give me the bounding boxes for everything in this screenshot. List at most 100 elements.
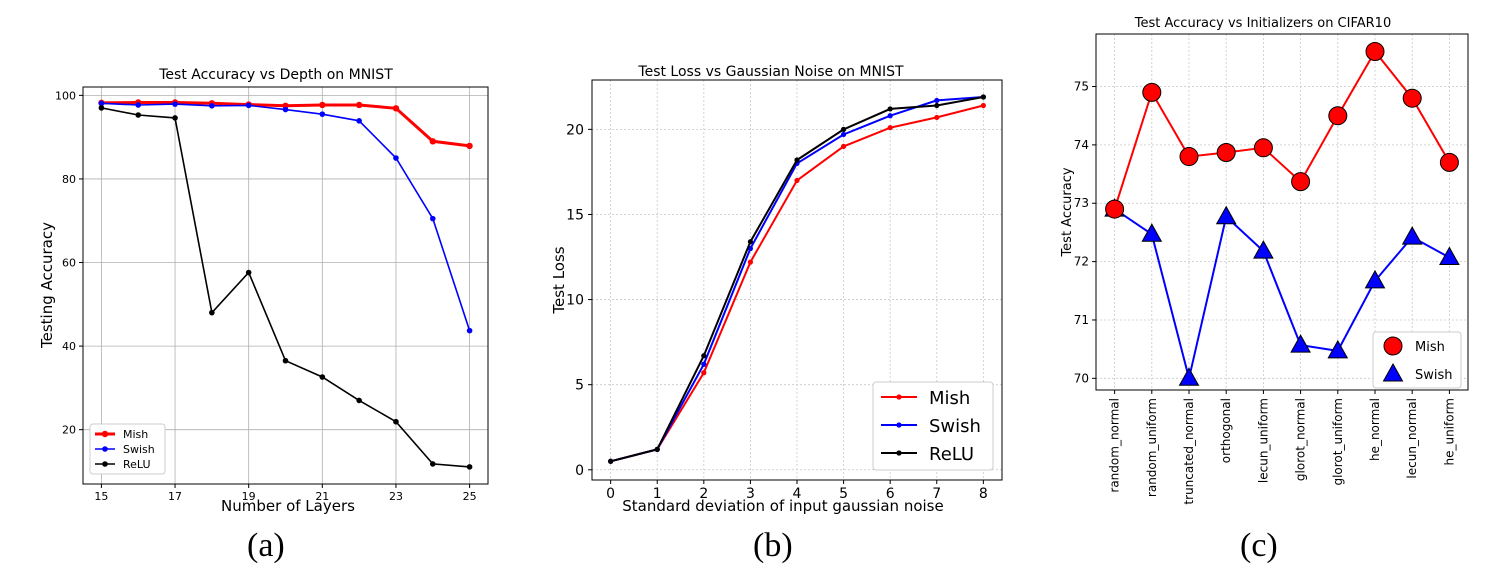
panel-label-c: (c) bbox=[1240, 527, 1278, 564]
data-point-mish bbox=[429, 138, 436, 145]
data-point-relu bbox=[172, 115, 178, 121]
data-point-relu bbox=[840, 126, 847, 132]
data-point-swish bbox=[1439, 246, 1460, 265]
chart-a-xtick-label-1: 17 bbox=[168, 490, 182, 503]
data-point-relu bbox=[356, 397, 362, 404]
data-point-swish bbox=[1364, 269, 1386, 289]
panel-label-a: (a) bbox=[247, 527, 285, 564]
legend-label-mish: Mish bbox=[1415, 340, 1445, 355]
data-point-swish bbox=[429, 215, 436, 222]
chart-c-ytick-label-3: 73 bbox=[1074, 196, 1089, 210]
chart-c-xtick-label-2: truncated_normal bbox=[1182, 398, 1196, 505]
data-point-mish bbox=[1328, 106, 1348, 126]
data-point-mish bbox=[1402, 88, 1422, 108]
data-point-swish bbox=[1253, 240, 1274, 259]
chart-test-loss-vs-gaussian-noise: Test Loss vs Gaussian Noise on MNIST 0 1 2… bbox=[550, 64, 1003, 515]
chart-a-ytick-label-2: 60 bbox=[62, 257, 76, 270]
data-point-swish bbox=[1141, 223, 1163, 242]
chart-b-xtick-label-7: 7 bbox=[932, 486, 941, 502]
data-point-swish bbox=[245, 102, 252, 109]
data-point-mish bbox=[980, 102, 986, 109]
legend-marker-swish bbox=[896, 422, 902, 428]
chart-c-ytick-label-2: 72 bbox=[1074, 255, 1089, 269]
chart-a-ytick-label-0: 20 bbox=[62, 424, 76, 437]
chart-c-xtick-label-0: random_normal bbox=[1108, 398, 1122, 493]
chart-c-xtick-label-3: orthogonal bbox=[1219, 398, 1233, 463]
chart-b-xlabel: Standard deviation of input gaussian noi… bbox=[622, 497, 943, 515]
series-line-swish bbox=[1114, 208, 1450, 379]
data-point-swish bbox=[466, 327, 473, 334]
chart-b-ytick-label-4: 20 bbox=[566, 122, 584, 138]
data-point-relu bbox=[135, 112, 142, 118]
data-point-relu bbox=[701, 353, 707, 359]
data-point-swish bbox=[1401, 226, 1423, 245]
data-point-relu bbox=[608, 458, 614, 464]
chart-b-xtick-label-0: 0 bbox=[606, 486, 615, 502]
chart-c-xtick-label-8: lecun_normal bbox=[1405, 398, 1419, 479]
chart-b-ytick-label-3: 15 bbox=[566, 207, 584, 223]
data-point-relu bbox=[245, 269, 252, 276]
data-point-swish bbox=[1290, 334, 1311, 353]
chart-b-ticks: 0 1 2 3 4 5 6 7 8 0 5 10 15 20 bbox=[566, 122, 988, 502]
chart-a-legend: Mish Swish ReLU bbox=[89, 423, 166, 475]
data-point-mish bbox=[794, 177, 800, 184]
chart-c-ytick-label-5: 75 bbox=[1074, 80, 1089, 94]
chart-c-xtick-label-4: lecun_uniform bbox=[1256, 398, 1270, 483]
data-point-swish bbox=[701, 361, 707, 367]
panel-label-b: (b) bbox=[753, 527, 793, 564]
data-point-swish bbox=[319, 111, 326, 117]
chart-c-ytick-label-1: 71 bbox=[1074, 313, 1089, 327]
data-point-mish bbox=[1439, 152, 1459, 172]
data-point-swish bbox=[135, 102, 142, 108]
legend-marker-relu bbox=[896, 450, 902, 456]
chart-b-lines bbox=[608, 94, 986, 464]
chart-a-ytick-label-3: 80 bbox=[62, 173, 76, 186]
legend-marker-mish bbox=[1383, 336, 1403, 356]
data-point-swish bbox=[1215, 205, 1237, 225]
chart-a-xtick-label-0: 15 bbox=[94, 490, 108, 503]
data-point-swish bbox=[840, 131, 847, 138]
chart-b-ytick-label-1: 5 bbox=[575, 378, 584, 394]
chart-b-legend: Mish Swish ReLU bbox=[872, 381, 994, 471]
data-point-swish bbox=[1327, 339, 1349, 359]
data-point-swish bbox=[98, 100, 105, 107]
data-point-relu bbox=[319, 374, 326, 380]
chart-a-axes-frame bbox=[82, 86, 489, 485]
chart-b-xtick-label-3: 3 bbox=[746, 486, 755, 502]
data-point-swish bbox=[887, 113, 893, 119]
chart-c-xtick-label-1: random_uniform bbox=[1145, 398, 1159, 497]
legend-label-mish: Mish bbox=[123, 428, 148, 441]
legend-marker-mish bbox=[101, 430, 109, 438]
chart-c-xtick-label-6: glorot_uniform bbox=[1331, 398, 1345, 486]
data-point-relu bbox=[654, 446, 660, 452]
data-point-swish bbox=[393, 155, 399, 161]
legend-label-relu: ReLU bbox=[123, 458, 151, 471]
data-point-mish bbox=[355, 101, 363, 109]
chart-b-legend-box bbox=[872, 381, 994, 471]
data-point-relu bbox=[282, 357, 289, 364]
chart-b-xtick-label-5: 5 bbox=[839, 486, 848, 502]
chart-a-xtick-label-4: 23 bbox=[389, 490, 403, 503]
chart-a-title: Test Accuracy vs Depth on MNIST bbox=[158, 67, 393, 83]
data-point-relu bbox=[98, 105, 105, 111]
chart-b-ytick-label-0: 0 bbox=[575, 463, 584, 479]
chart-a-ticks: 15 17 19 21 23 25 20 40 60 80 100 bbox=[55, 89, 477, 503]
data-point-relu bbox=[794, 157, 800, 163]
data-point-swish bbox=[282, 106, 289, 113]
chart-a-xtick-label-5: 25 bbox=[463, 490, 477, 503]
chart-b-xtick-label-6: 6 bbox=[886, 486, 895, 502]
data-point-relu bbox=[747, 239, 754, 245]
data-point-mish bbox=[466, 142, 473, 150]
chart-a-ytick-label-1: 40 bbox=[62, 340, 76, 353]
chart-c-lines bbox=[1104, 42, 1460, 386]
data-point-mish bbox=[1291, 172, 1311, 192]
legend-label-swish: Swish bbox=[929, 416, 981, 437]
series-line-mish bbox=[1113, 49, 1451, 210]
data-point-relu bbox=[887, 106, 893, 112]
chart-test-accuracy-vs-depth: Test Accuracy vs Depth on MNIST 15 17 19 21… bbox=[38, 67, 489, 515]
data-point-mish bbox=[392, 105, 400, 112]
data-point-mish bbox=[1365, 42, 1385, 62]
data-point-relu bbox=[209, 309, 215, 316]
chart-b-xtick-label-1: 1 bbox=[653, 486, 662, 502]
chart-test-accuracy-vs-initializers: Test Accuracy vs Initializers on CIFAR10… bbox=[1060, 16, 1469, 505]
